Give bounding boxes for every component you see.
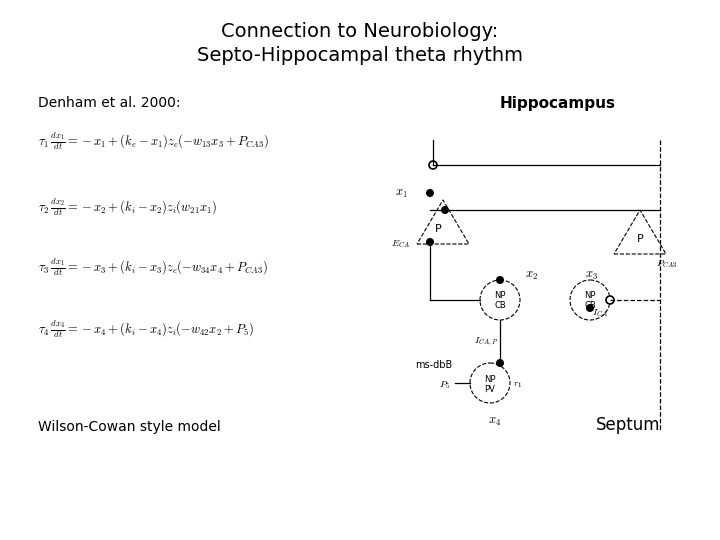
Text: Septum: Septum (595, 416, 660, 434)
Text: $x_3$: $x_3$ (585, 268, 598, 281)
Text: $I_{CA,P}$: $I_{CA,P}$ (474, 335, 498, 348)
Circle shape (496, 359, 504, 367)
Text: $\tau_2\,\frac{dx_2}{dt} = -x_2 + (k_i - x_2)z_i(w_{21}x_1)$: $\tau_2\,\frac{dx_2}{dt} = -x_2 + (k_i -… (38, 196, 217, 218)
Circle shape (429, 161, 437, 169)
Text: PV: PV (485, 384, 495, 394)
Text: $P_{CA3}$: $P_{CA3}$ (656, 258, 678, 269)
Text: Hippocampus: Hippocampus (500, 96, 616, 111)
Text: $\tau_3\,\frac{dx_1}{dt} = -x_3 + (k_i - x_3)z_e(-w_{34}x_4 + P_{CA3})$: $\tau_3\,\frac{dx_1}{dt} = -x_3 + (k_i -… (38, 256, 268, 278)
Text: Septo-Hippocampal theta rhythm: Septo-Hippocampal theta rhythm (197, 46, 523, 65)
Circle shape (606, 296, 614, 304)
Circle shape (586, 304, 594, 312)
Text: P: P (435, 224, 441, 234)
Text: $x_2$: $x_2$ (525, 269, 538, 282)
Text: $x_4$: $x_4$ (488, 415, 502, 428)
Circle shape (496, 276, 504, 284)
Text: NP: NP (494, 292, 505, 300)
Circle shape (441, 206, 449, 214)
Text: $P_5$: $P_5$ (438, 379, 450, 391)
Text: Wilson-Cowan style model: Wilson-Cowan style model (38, 420, 221, 434)
Circle shape (426, 238, 434, 246)
Text: $x_1$: $x_1$ (395, 186, 408, 199)
Text: CB: CB (494, 301, 506, 310)
Text: $\tau_1\,\frac{dx_1}{dt} = -x_1 + (k_e - x_1)z_e(-w_{13}x_3 + P_{CA3})$: $\tau_1\,\frac{dx_1}{dt} = -x_1 + (k_e -… (38, 130, 269, 152)
Text: CB: CB (584, 301, 596, 310)
Text: $I_{CA}$: $I_{CA}$ (592, 307, 608, 319)
Circle shape (426, 189, 434, 197)
Text: $E_{CA}$: $E_{CA}$ (391, 238, 410, 250)
Text: $r_1$: $r_1$ (513, 380, 522, 390)
Text: Connection to Neurobiology:: Connection to Neurobiology: (221, 22, 499, 41)
Text: $\tau_4\,\frac{dx_4}{dt} = -x_4 + (k_i - x_4)z_i(-w_{42}x_2 + P_5)$: $\tau_4\,\frac{dx_4}{dt} = -x_4 + (k_i -… (38, 318, 254, 340)
Text: ms-dbB: ms-dbB (415, 360, 452, 370)
Text: P: P (636, 234, 644, 244)
Text: NP: NP (485, 375, 496, 383)
Text: Denham et al. 2000:: Denham et al. 2000: (38, 96, 181, 110)
Text: NP: NP (584, 292, 595, 300)
